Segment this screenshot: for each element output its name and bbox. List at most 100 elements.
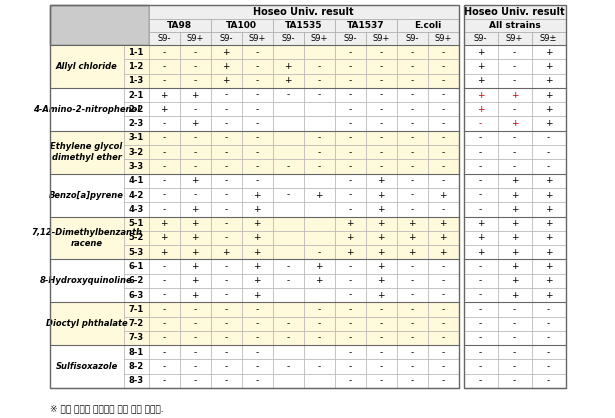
Bar [498,102,531,117]
Bar [180,32,210,45]
Text: -: - [513,162,516,171]
Bar [303,345,335,359]
Text: 7,12-Dimethylbenzanth
racene: 7,12-Dimethylbenzanth racene [31,228,142,247]
Bar [498,260,531,274]
Bar [335,59,365,74]
Text: TA100: TA100 [226,21,257,30]
Bar [365,188,397,202]
Bar [335,288,365,302]
Bar [148,374,180,388]
Bar [272,188,303,202]
Text: +: + [284,76,292,85]
Bar [303,331,335,345]
Bar [464,5,566,19]
Text: 8-1: 8-1 [129,348,144,357]
Bar [180,145,210,159]
Bar [148,88,180,102]
Bar [303,217,335,231]
Text: 4-3: 4-3 [129,205,144,214]
Text: -: - [379,376,383,385]
Text: -: - [287,334,290,342]
Bar [303,288,335,302]
Bar [210,217,242,231]
Text: -: - [317,162,320,171]
Bar [427,202,459,217]
Text: +: + [545,233,552,242]
Bar [365,345,397,359]
Bar [464,74,498,88]
Text: -: - [479,319,482,328]
Bar [303,359,335,374]
Bar [464,131,498,145]
Text: S9-: S9- [220,34,232,43]
Text: -: - [379,305,383,314]
Text: +: + [284,62,292,71]
Text: -: - [255,76,259,85]
Bar [365,131,397,145]
Text: -: - [513,105,516,114]
Bar [498,145,531,159]
Text: +: + [346,219,354,228]
Bar [365,274,397,288]
Text: -: - [410,262,414,271]
Bar [210,45,242,59]
Text: +: + [191,233,199,242]
Text: -: - [547,362,550,371]
Bar [427,88,459,102]
Text: -: - [410,119,414,128]
Bar [148,173,180,188]
Text: -: - [348,276,352,285]
Bar [464,59,498,74]
Bar [180,260,210,274]
Text: -: - [348,62,352,71]
Text: -: - [255,133,259,143]
Text: +: + [439,219,446,228]
Bar [498,302,531,316]
Bar [397,359,427,374]
Text: -: - [255,362,259,371]
Text: -: - [348,91,352,99]
Bar [272,173,303,188]
Text: -: - [224,219,228,228]
Text: -: - [224,162,228,171]
Bar [124,74,148,88]
Bar [272,288,303,302]
Bar [498,159,531,173]
Text: -: - [379,119,383,128]
Bar [242,345,272,359]
Text: -: - [193,148,197,157]
Text: -: - [547,148,550,157]
Bar [124,359,148,374]
Bar [148,231,180,245]
Bar [210,288,242,302]
Bar [531,102,566,117]
Text: Dioctyl phthalate: Dioctyl phthalate [46,319,127,328]
Text: +: + [315,191,323,199]
Bar [335,202,365,217]
Text: -: - [442,119,445,128]
Bar [531,45,566,59]
Text: 7-1: 7-1 [129,305,144,314]
Text: -: - [410,334,414,342]
Text: -: - [162,362,165,371]
Text: -: - [193,319,197,328]
Text: +: + [222,62,230,71]
Text: +: + [510,119,518,128]
Text: S9-: S9- [157,34,171,43]
Bar [148,159,180,173]
Bar [365,88,397,102]
Bar [464,374,498,388]
Bar [427,260,459,274]
Bar [272,217,303,231]
Text: -: - [162,376,165,385]
Bar [180,331,210,345]
Bar [272,74,303,88]
Text: -: - [410,48,414,57]
Bar [335,188,365,202]
Bar [210,102,242,117]
Bar [531,88,566,102]
Bar [427,173,459,188]
Text: +: + [191,91,199,99]
Bar [427,145,459,159]
Text: +: + [510,262,518,271]
